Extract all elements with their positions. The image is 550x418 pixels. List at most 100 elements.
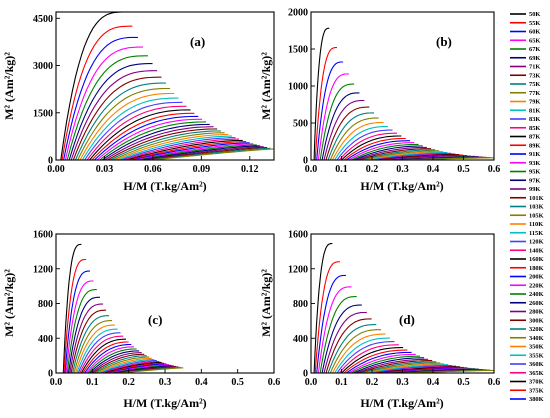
isotherm-curve xyxy=(141,145,261,161)
isotherm-curve xyxy=(62,243,82,374)
isotherm-curve xyxy=(341,347,404,374)
isotherm-curve xyxy=(353,145,423,161)
y-tick-label: 1600 xyxy=(33,230,53,241)
isotherm-curve xyxy=(106,362,165,374)
isotherm-curve xyxy=(366,363,445,374)
x-tick-label: 0.2 xyxy=(366,164,379,175)
legend-label: 160K xyxy=(529,256,544,263)
isotherm-curve xyxy=(325,318,372,374)
y-tick-label: 1000 xyxy=(288,82,308,93)
x-tick-label: 0.1 xyxy=(86,377,99,388)
panel-b-curves xyxy=(313,27,494,161)
panel-c-curves xyxy=(62,243,184,374)
legend-label: 67K xyxy=(529,46,540,53)
y-tick-label: 800 xyxy=(38,299,53,310)
legend-label: 73K xyxy=(529,72,540,79)
isotherm-curve xyxy=(363,362,441,374)
legend-label: 220K xyxy=(529,282,544,289)
legend-label: 95K xyxy=(529,169,540,176)
legend-label: 83K xyxy=(529,116,540,123)
isotherm-curve xyxy=(87,348,137,374)
isotherm-curve xyxy=(338,344,399,374)
isotherm-curve xyxy=(325,106,370,161)
isotherm-curve xyxy=(327,112,375,161)
isotherm-curve xyxy=(129,141,247,161)
isotherm-curve xyxy=(112,132,225,161)
isotherm-curve xyxy=(95,356,150,374)
x-tick-label: 0.09 xyxy=(193,164,211,175)
isotherm-curve xyxy=(64,270,91,374)
isotherm-curve xyxy=(338,132,397,161)
isotherm-curve xyxy=(110,364,170,374)
legend-label: 110K xyxy=(529,221,543,228)
x-tick-label: 0.0 xyxy=(305,377,318,388)
panel-d-curves xyxy=(313,243,495,374)
isotherm-curve xyxy=(64,46,143,161)
isotherm-curve xyxy=(97,357,152,374)
x-tick-label: 0.1 xyxy=(335,377,348,388)
legend-label: 71K xyxy=(529,64,540,71)
panel-c-label: (c) xyxy=(148,312,162,327)
panel-b-label: (b) xyxy=(436,34,452,49)
isotherm-curve xyxy=(67,296,100,374)
x-tick-label: 0.4 xyxy=(427,164,440,175)
y-tick-label: 800 xyxy=(293,299,308,310)
isotherm-curve xyxy=(351,143,419,161)
panel-c-frame xyxy=(55,233,275,374)
isotherm-curve xyxy=(84,343,132,374)
x-tick-label: 0.00 xyxy=(47,164,65,175)
legend-label: 75K xyxy=(529,81,540,88)
isotherm-curve xyxy=(79,92,175,161)
isotherm-curve xyxy=(107,128,218,161)
panel-b-x-axis-title: H/M (T.kg/Am²) xyxy=(360,179,443,193)
isotherm-curve xyxy=(369,364,449,374)
isotherm-curve xyxy=(346,140,411,161)
x-tick-label: 0.5 xyxy=(457,164,470,175)
isotherm-curve xyxy=(343,137,406,161)
isotherm-curve xyxy=(74,324,115,374)
x-tick-label: 0.03 xyxy=(96,164,114,175)
panel-c-x-axis-title: H/M (T.kg/Am²) xyxy=(123,396,206,410)
legend-label: 87K xyxy=(529,134,540,141)
isotherm-curve xyxy=(99,358,155,374)
panel-c-y-axis-title: M² (Am²/kg)² xyxy=(2,269,16,337)
legend-label: 97K xyxy=(529,177,540,184)
isotherm-curve xyxy=(77,87,171,161)
legend-label: 180K xyxy=(529,265,544,272)
x-tick-label: 0.2 xyxy=(122,377,135,388)
isotherm-curve xyxy=(102,360,160,374)
legend-label: 120K xyxy=(529,239,544,246)
legend-label: 115K xyxy=(529,230,543,237)
isotherm-curve xyxy=(70,309,107,374)
isotherm-curve xyxy=(361,361,437,374)
legend-label: 65K xyxy=(529,37,540,44)
isotherm-curve xyxy=(319,296,357,374)
isotherm-curve xyxy=(316,274,346,374)
isotherm-curve xyxy=(363,150,440,161)
legend-label: 101K xyxy=(529,195,544,202)
isotherm-curve xyxy=(334,125,389,161)
isotherm-curve xyxy=(86,105,187,161)
isotherm-curve xyxy=(351,355,420,374)
legend-label: 260K xyxy=(529,300,544,307)
isotherm-curve xyxy=(82,341,129,374)
x-tick-label: 0.4 xyxy=(195,377,208,388)
isotherm-curve xyxy=(356,146,427,161)
isotherm-curve xyxy=(332,122,384,161)
y-tick-label: 1500 xyxy=(33,108,53,119)
x-tick-label: 0.3 xyxy=(396,164,409,175)
legend-label: 55K xyxy=(529,20,540,27)
isotherm-curve xyxy=(321,92,360,161)
isotherm-curve xyxy=(71,315,110,374)
y-tick-label: 4500 xyxy=(33,14,53,25)
legend-label: 79K xyxy=(529,99,540,106)
isotherm-curve xyxy=(68,63,153,161)
legend-label: 77K xyxy=(529,90,540,97)
isotherm-curve xyxy=(317,73,349,161)
isotherm-curve xyxy=(135,143,254,161)
isotherm-curve xyxy=(84,101,183,161)
isotherm-curve xyxy=(343,349,408,374)
x-tick-label: 0.0 xyxy=(305,164,318,175)
legend-label: 370K xyxy=(529,379,544,386)
